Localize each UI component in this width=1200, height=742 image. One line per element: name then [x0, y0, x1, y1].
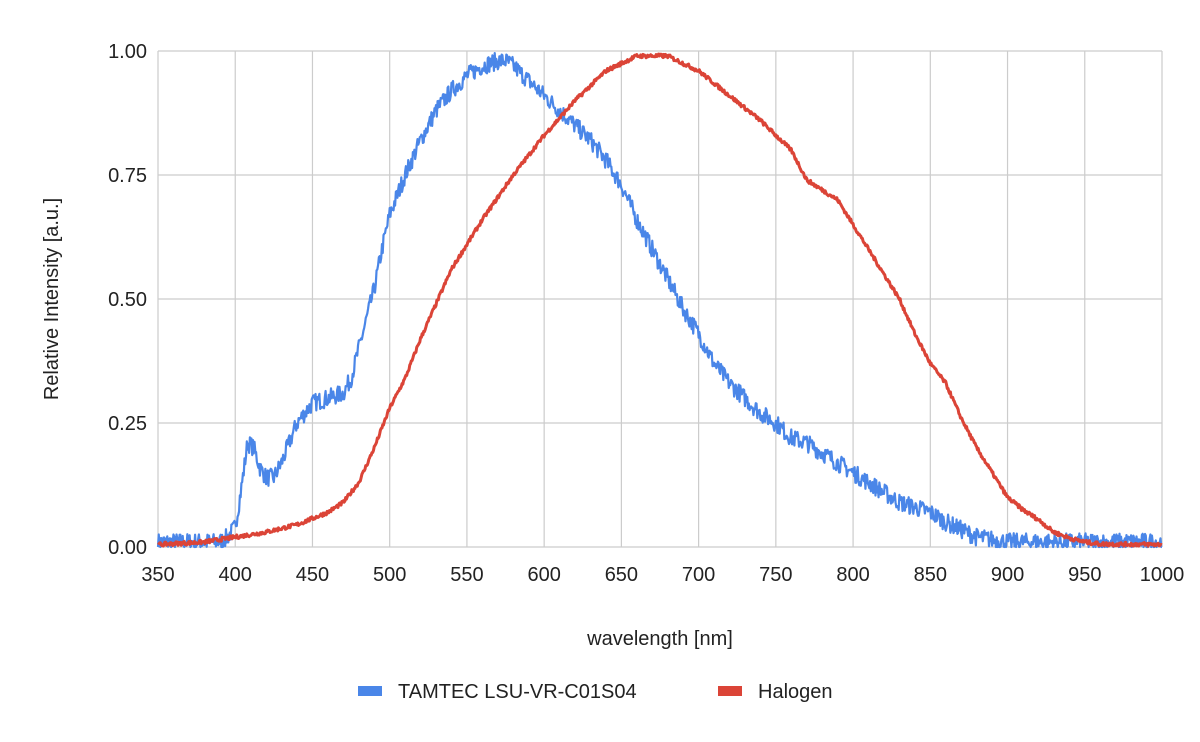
x-axis-ticks: 350 400 450 500 550 600 650 700 750 800 850 900 950 1…: [141, 564, 1184, 586]
y-tick-label: 0.00: [108, 537, 147, 559]
y-axis-ticks: 0.00 0.25 0.50 0.75 1.00: [108, 41, 147, 559]
x-tick-label: 900: [991, 564, 1024, 586]
legend-label: Halogen: [758, 681, 833, 703]
legend-label: TAMTEC LSU-VR-C01S04: [398, 681, 637, 703]
series-line-0: [156, 51, 1163, 549]
x-tick-label: 700: [682, 564, 715, 586]
legend-item-1: Halogen: [718, 681, 833, 703]
series-line-1: [157, 52, 1163, 548]
legend-item-0: TAMTEC LSU-VR-C01S04: [358, 681, 637, 703]
series-lines: [156, 51, 1163, 549]
x-tick-label: 350: [141, 564, 174, 586]
x-tick-label: 550: [450, 564, 483, 586]
x-tick-label: 500: [373, 564, 406, 586]
y-tick-label: 0.75: [108, 165, 147, 187]
x-axis-title: wavelength [nm]: [586, 628, 733, 650]
x-tick-label: 650: [605, 564, 638, 586]
legend: TAMTEC LSU-VR-C01S04 Halogen: [358, 681, 833, 703]
y-tick-label: 1.00: [108, 41, 147, 63]
x-tick-label: 600: [527, 564, 560, 586]
x-tick-label: 850: [914, 564, 947, 586]
y-tick-label: 0.50: [108, 289, 147, 311]
legend-swatch: [358, 686, 382, 696]
grid: [157, 50, 1163, 548]
legend-swatch: [718, 686, 742, 696]
x-tick-label: 800: [836, 564, 869, 586]
x-tick-label: 1000: [1140, 564, 1185, 586]
x-tick-label: 950: [1068, 564, 1101, 586]
y-tick-label: 0.25: [108, 413, 147, 435]
x-tick-label: 400: [219, 564, 252, 586]
x-tick-label: 750: [759, 564, 792, 586]
y-axis-title: Relative Intensity [a.u.]: [41, 198, 63, 400]
x-tick-label: 450: [296, 564, 329, 586]
